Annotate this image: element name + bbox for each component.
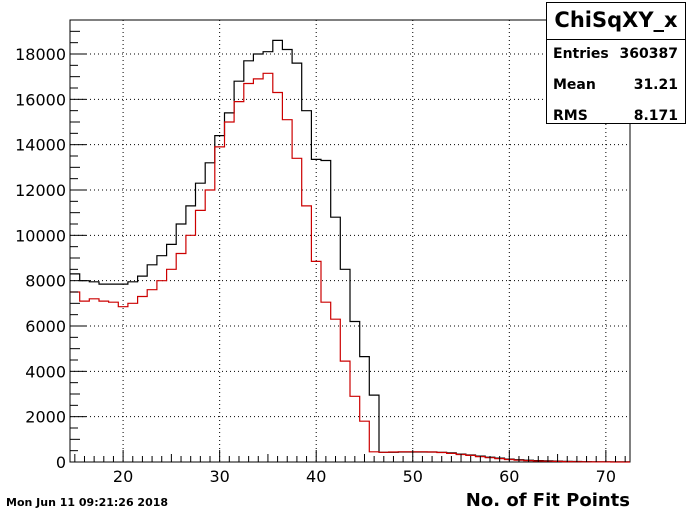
y-tick-label: 2000 [25, 408, 66, 427]
y-tick-label: 16000 [15, 90, 66, 109]
x-tick-label: 40 [306, 467, 326, 486]
stats-label: Entries [553, 46, 609, 62]
y-tick-label: 8000 [25, 272, 66, 291]
x-tick-label: 60 [499, 467, 519, 486]
stats-row-mean: Mean 31.21 [547, 71, 685, 102]
stats-row-entries: Entries 360387 [547, 40, 685, 71]
y-tick-label: 12000 [15, 181, 66, 200]
x-tick-label: 20 [113, 467, 133, 486]
x-tick-label: 50 [403, 467, 423, 486]
stats-title: ChiSqXY_x [547, 3, 685, 40]
stats-label: RMS [553, 108, 588, 124]
y-tick-label: 0 [56, 453, 66, 472]
y-tick-label: 6000 [25, 317, 66, 336]
stats-value: 31.21 [633, 77, 678, 93]
stats-box: ChiSqXY_x Entries 360387 Mean 31.21 RMS … [546, 2, 686, 124]
x-tick-label: 70 [596, 467, 616, 486]
y-tick-label: 18000 [15, 45, 66, 64]
y-tick-label: 4000 [25, 362, 66, 381]
y-tick-label: 14000 [15, 136, 66, 155]
x-axis-title: No. of Fit Points [465, 490, 630, 511]
x-tick-label: 30 [209, 467, 229, 486]
stats-label: Mean [553, 77, 596, 93]
axes: 20 30 40 50 60 70 0 2000 4000 6000 8000 10000 12000 1… [15, 19, 626, 486]
plot-frame [69, 19, 631, 463]
stats-value: 8.171 [633, 108, 678, 124]
datestamp: Mon Jun 11 09:21:26 2018 [6, 496, 169, 509]
histogram-line-1 [70, 72, 630, 463]
stats-value: 360387 [619, 46, 678, 62]
y-tick-label: 10000 [15, 226, 66, 245]
stats-row-rms: RMS 8.171 [547, 102, 685, 133]
